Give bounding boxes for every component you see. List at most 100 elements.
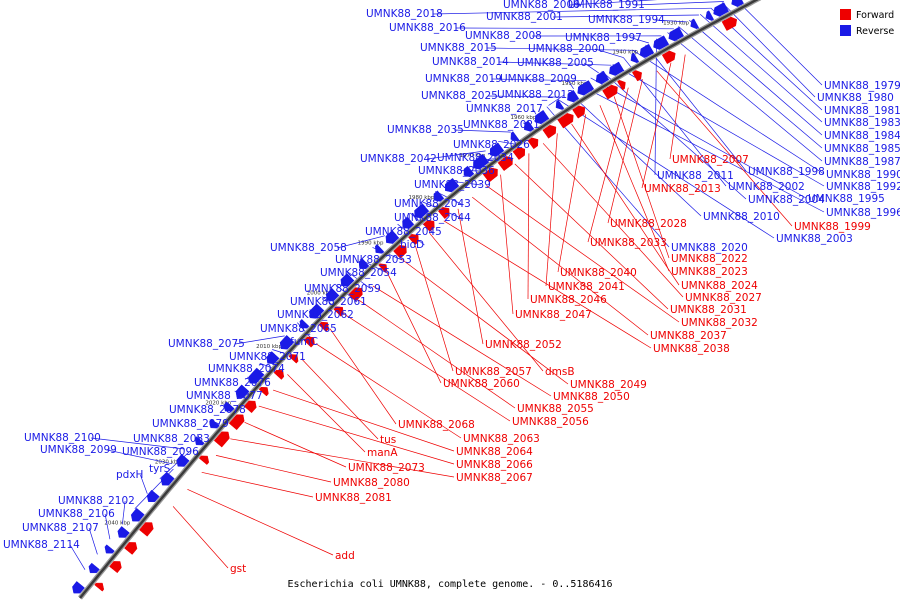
reverse-gene-arrow [705, 10, 715, 21]
forward-gene-label: UMNK88_2031 [670, 304, 747, 316]
forward-gene-arrow [721, 16, 738, 31]
forward-gene-arrow [393, 245, 407, 259]
forward-gene-arrow [198, 455, 210, 465]
reverse-callout-line [654, 38, 657, 176]
reverse-gene-label: UMNK88_1997 [565, 32, 642, 44]
reverse-callout-line [196, 434, 201, 440]
reverse-gene-label: UMNK88_2016 [389, 22, 466, 34]
reverse-gene-arrow [595, 70, 610, 85]
forward-gene-arrow [437, 207, 450, 220]
forward-gene-arrow [258, 386, 269, 397]
reverse-gene-label: UMNK88_2001 [486, 11, 563, 23]
reverse-callout-line [570, 0, 658, 6]
reverse-callout-line [612, 64, 825, 187]
reverse-gene-label: UMNK88_1983 [824, 117, 900, 129]
map-caption: Escherichia coli UMNK88, complete genome… [287, 579, 612, 590]
forward-gene-arrow [602, 84, 618, 100]
reverse-callout-line [140, 474, 148, 494]
forward-gene-label: add [335, 550, 355, 562]
forward-callout-line [587, 87, 629, 243]
forward-callout-line [471, 196, 649, 336]
forward-callout-line [669, 54, 686, 160]
reverse-gene-arrow [176, 453, 190, 467]
forward-gene-label: gst [230, 563, 246, 575]
forward-callout-line [287, 374, 366, 453]
reverse-gene-arrow [534, 109, 550, 125]
forward-gene-arrow [124, 542, 138, 555]
forward-gene-arrow [408, 234, 419, 246]
reverse-gene-label: tyrS [149, 463, 171, 475]
reverse-gene-label: UMNK88_2074 [208, 363, 285, 375]
reverse-gene-label: UMNK88_2014 [432, 56, 509, 68]
forward-callout-line [415, 245, 454, 372]
reverse-callout-line [122, 500, 126, 525]
forward-callout-line [215, 455, 332, 483]
reverse-callout-line [721, 2, 816, 98]
legend-forward-label: Forward [856, 10, 894, 21]
callout-lines [69, 0, 825, 570]
forward-gene-label: UMNK88_2033 [590, 237, 667, 249]
forward-callout-line [244, 421, 347, 468]
forward-gene-arrow [617, 79, 626, 91]
forward-gene-label: UMNK88_2023 [671, 266, 748, 278]
forward-gene-label: UMNK88_2040 [560, 267, 637, 279]
reverse-gene-label: UMNK88_1990 [826, 169, 900, 181]
reverse-callout-line [553, 14, 699, 18]
forward-gene-label: dmsB [545, 366, 575, 378]
reverse-gene-arrow [473, 153, 490, 170]
forward-gene-arrow [527, 137, 539, 150]
reverse-callout-line [88, 527, 98, 555]
reverse-gene-arrow [248, 367, 265, 384]
genome-backbone [78, 0, 762, 600]
reverse-callout-line [69, 544, 86, 570]
forward-gene-arrow [243, 400, 257, 414]
reverse-callout-line [590, 77, 807, 199]
reverse-gene-arrow [567, 89, 580, 103]
reverse-callout-line [655, 19, 687, 23]
reverse-gene-label: UMNK88_2010 [703, 211, 780, 223]
reverse-gene-arrow [130, 507, 145, 522]
forward-callout-line [386, 272, 442, 384]
forward-callout-line [571, 123, 680, 286]
forward-gene-label: UMNK88_2066 [456, 459, 533, 471]
reverse-gene-label: UMNK88_2036 [418, 165, 495, 177]
forward-gene-arrow [422, 219, 435, 232]
reverse-gene-arrow [117, 526, 130, 538]
reverse-gene-label: UMNK88_1979 [824, 80, 900, 92]
reverse-gene-arrow [104, 544, 115, 554]
backbone-line [79, 0, 759, 599]
reverse-gene-arrow [639, 43, 655, 58]
reverse-gene-label: UMNK88_2039 [414, 179, 491, 191]
forward-gene-arrow [378, 263, 388, 273]
forward-callout-line [400, 258, 569, 385]
forward-callout-line [557, 114, 587, 273]
forward-gene-label: tus [380, 434, 396, 446]
tick-label: 2020 kbp [205, 401, 231, 407]
reverse-gene-arrow [88, 562, 100, 574]
reverse-callout-line [566, 78, 574, 90]
forward-callout-line [301, 358, 379, 440]
reverse-callout-line [107, 449, 173, 465]
forward-gene-label: UMNK88_2081 [315, 492, 392, 504]
reverse-callout-line [699, 14, 823, 123]
forward-gene-label: UMNK88_2052 [485, 339, 562, 351]
reverse-gene-label: UMNK88_2077 [186, 390, 263, 402]
forward-gene-label: UMNK88_2068 [398, 419, 475, 431]
reverse-gene-label: UMNK88_1981 [824, 105, 900, 117]
reverse-gene-label: UMNK88_2078 [169, 404, 246, 416]
reverse-gene-label: UMNK88_2083 [133, 433, 210, 445]
reverse-gene-arrow [375, 244, 385, 254]
reverse-gene-label: UMNK88_2079 [152, 418, 229, 430]
forward-gene-label: UMNK88_2055 [517, 403, 594, 415]
forward-callout-line [272, 389, 455, 452]
forward-gene-arrow [288, 354, 299, 364]
reverse-gene-arrow [146, 489, 160, 503]
forward-gene-label: UMNK88_1999 [794, 221, 871, 233]
forward-gene-label: UMNK88_2049 [570, 379, 647, 391]
tick-label: 1940 kbp [612, 50, 638, 56]
forward-gene-arrow [303, 336, 315, 348]
forward-gene-arrow [557, 113, 574, 129]
forward-gene-label: UMNK88_2028 [610, 218, 687, 230]
